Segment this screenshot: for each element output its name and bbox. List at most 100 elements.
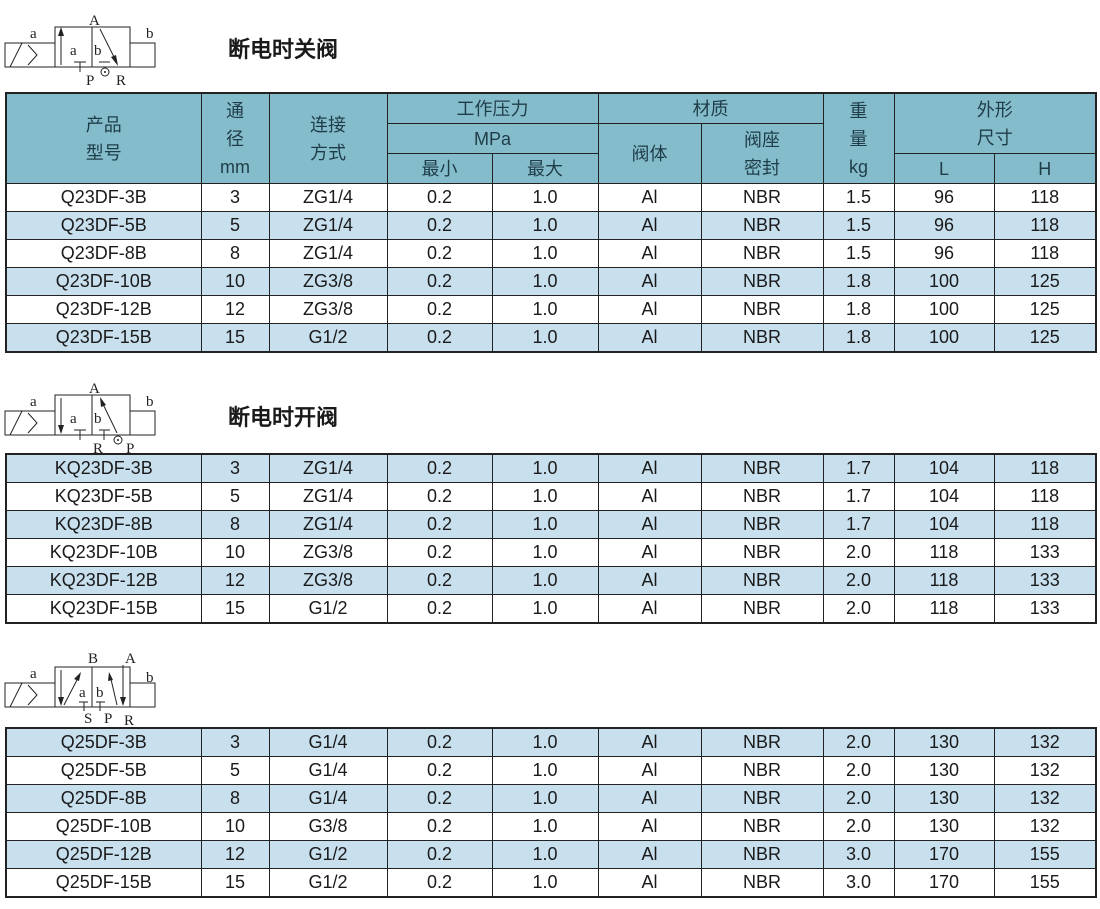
cell-model: Q23DF-10B: [5, 267, 202, 296]
table-row: Q25DF-15B 15 G1/2 0.2 1.0 Al NBR 3.0 170 155: [5, 868, 1097, 898]
cell-seal: NBR: [700, 295, 824, 324]
cell-weight: 1.5: [822, 183, 895, 212]
cell-length: 96: [893, 239, 995, 268]
label: a: [70, 411, 77, 427]
header-body: 阀体: [597, 123, 702, 184]
header-H: H: [993, 153, 1097, 184]
header-seal: 阀座 密封: [700, 123, 824, 184]
cell-body: Al: [597, 239, 702, 268]
cell-body: Al: [597, 727, 702, 757]
cell-body: Al: [597, 453, 702, 483]
cell-bore: 3: [200, 183, 270, 212]
cell-bore: 15: [200, 323, 270, 353]
table-row: Q25DF-5B 5 G1/4 0.2 1.0 Al NBR 2.0 130 132: [5, 756, 1097, 785]
label: a: [30, 26, 37, 42]
cell-weight: 2.0: [822, 756, 895, 785]
label: A: [89, 13, 100, 29]
cell-weight: 1.8: [822, 323, 895, 353]
cell-model: Q25DF-5B: [5, 756, 202, 785]
cell-height: 133: [993, 594, 1097, 624]
cell-weight: 1.7: [822, 453, 895, 483]
cell-connection: G1/2: [268, 323, 388, 353]
cell-body: Al: [597, 183, 702, 212]
table-row: KQ23DF-10B 10 ZG3/8 0.2 1.0 Al NBR 2.0 118 133: [5, 538, 1097, 567]
cell-connection: G1/2: [268, 840, 388, 869]
cell-pressure-min: 0.2: [386, 295, 493, 324]
cell-pressure-min: 0.2: [386, 267, 493, 296]
label: P: [126, 441, 134, 457]
cell-height: 133: [993, 566, 1097, 595]
cell-height: 155: [993, 868, 1097, 898]
cell-height: 125: [993, 267, 1097, 296]
cell-body: Al: [597, 295, 702, 324]
header-model: 产品 型号: [5, 92, 202, 184]
cell-weight: 1.8: [822, 295, 895, 324]
cell-body: Al: [597, 868, 702, 898]
header-pressure: 工作压力: [386, 92, 599, 124]
cell-weight: 2.0: [822, 727, 895, 757]
cell-model: KQ23DF-5B: [5, 482, 202, 511]
cell-connection: ZG3/8: [268, 267, 388, 296]
cell-weight: 1.8: [822, 267, 895, 296]
cell-bore: 8: [200, 784, 270, 813]
header-weight: 重量 kg: [822, 92, 895, 184]
cell-connection: G1/4: [268, 756, 388, 785]
cell-body: Al: [597, 594, 702, 624]
label: R: [93, 441, 103, 457]
cell-model: Q25DF-15B: [5, 868, 202, 898]
label: b: [146, 26, 154, 42]
cell-pressure-max: 1.0: [491, 482, 599, 511]
cell-bore: 10: [200, 538, 270, 567]
cell-weight: 3.0: [822, 840, 895, 869]
cell-body: Al: [597, 756, 702, 785]
spec-table-normally-closed: 产品 型号 通径 mm 连接 方式 工作压力 材质 重量 kg 外形 尺寸 MPa 阀体 …: [5, 92, 1097, 353]
cell-length: 130: [893, 784, 995, 813]
cell-weight: 2.0: [822, 812, 895, 841]
cell-pressure-min: 0.2: [386, 594, 493, 624]
cell-pressure-max: 1.0: [491, 295, 599, 324]
cell-connection: G1/2: [268, 594, 388, 624]
cell-bore: 12: [200, 295, 270, 324]
cell-body: Al: [597, 812, 702, 841]
label: 径: [226, 128, 244, 149]
label: 重: [849, 100, 868, 121]
cell-pressure-min: 0.2: [386, 756, 493, 785]
cell-length: 96: [893, 183, 995, 212]
cell-pressure-min: 0.2: [386, 453, 493, 483]
cell-height: 132: [993, 756, 1097, 785]
cell-pressure-min: 0.2: [386, 727, 493, 757]
table-row: Q23DF-10B 10 ZG3/8 0.2 1.0 Al NBR 1.8 100 125: [5, 267, 1097, 296]
table-row: Q25DF-3B 3 G1/4 0.2 1.0 Al NBR 2.0 130 132: [5, 727, 1097, 757]
cell-bore: 5: [200, 756, 270, 785]
cell-weight: 3.0: [822, 868, 895, 898]
cell-length: 130: [893, 756, 995, 785]
spec-table-normally-open: KQ23DF-3B 3 ZG1/4 0.2 1.0 Al NBR 1.7 104 118 KQ23D…: [5, 453, 1097, 624]
cell-pressure-min: 0.2: [386, 323, 493, 353]
cell-seal: NBR: [700, 756, 824, 785]
cell-bore: 10: [200, 812, 270, 841]
cell-pressure-max: 1.0: [491, 566, 599, 595]
cell-bore: 8: [200, 510, 270, 539]
label: 产品: [85, 114, 122, 135]
cell-connection: G1/2: [268, 868, 388, 898]
header-dimensions: 外形 尺寸: [893, 92, 1097, 154]
cell-weight: 1.5: [822, 239, 895, 268]
table-row: Q23DF-15B 15 G1/2 0.2 1.0 Al NBR 1.8 100 125: [5, 323, 1097, 353]
label: B: [88, 651, 98, 667]
table-row: KQ23DF-8B 8 ZG1/4 0.2 1.0 Al NBR 1.7 104 118: [5, 510, 1097, 539]
label: 方式: [310, 142, 346, 163]
cell-seal: NBR: [700, 267, 824, 296]
label: P: [104, 711, 112, 727]
label: R: [124, 713, 134, 729]
label: 通: [226, 100, 244, 121]
cell-pressure-min: 0.2: [386, 812, 493, 841]
label: a: [70, 43, 77, 59]
cell-seal: NBR: [700, 482, 824, 511]
cell-pressure-min: 0.2: [386, 239, 493, 268]
cell-pressure-max: 1.0: [491, 183, 599, 212]
valve-symbol-normally-closed: a b a b A P R: [4, 13, 156, 89]
cell-model: KQ23DF-15B: [5, 594, 202, 624]
cell-length: 96: [893, 211, 995, 240]
cell-pressure-max: 1.0: [491, 453, 599, 483]
cell-body: Al: [597, 538, 702, 567]
